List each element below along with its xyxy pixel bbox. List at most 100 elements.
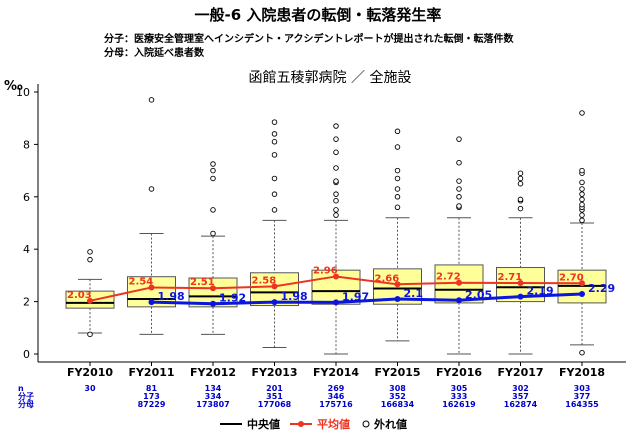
mean-point	[271, 283, 278, 290]
box-FY2015	[373, 128, 422, 342]
blue-series-label: 2.05	[465, 288, 492, 301]
outlier-point	[456, 136, 462, 142]
table-cell: 166834	[381, 400, 415, 409]
legend: 中央値 平均値 外れ値	[220, 417, 407, 431]
outlier-point	[579, 167, 585, 174]
table-cell: 333	[451, 392, 468, 401]
table-cell: 173	[143, 392, 160, 401]
box-plots	[65, 97, 607, 356]
outlier-point	[333, 212, 339, 218]
outlier-point	[210, 161, 216, 167]
outlier-point	[394, 175, 401, 182]
table-cell: 308	[389, 384, 406, 393]
outlier-point	[210, 207, 216, 213]
table-cell: 377	[574, 392, 591, 401]
mean-value-label: 2.70	[559, 272, 584, 283]
outlier-point	[271, 139, 278, 145]
outlier-point	[333, 197, 339, 204]
table-cell: 346	[328, 392, 345, 401]
blue-series-point	[456, 297, 462, 304]
outlier-point	[271, 175, 278, 182]
table-row-label: 分子	[18, 391, 34, 401]
mean-value-label: 2.51	[190, 277, 215, 288]
outlier-point	[579, 212, 585, 218]
mean-point	[394, 281, 401, 288]
legend-label: 外れ値	[373, 417, 407, 431]
outlier-point	[271, 131, 278, 137]
outlier-point	[271, 152, 278, 158]
table-cell: 303	[574, 384, 591, 393]
outlier-point	[456, 194, 462, 200]
table-cell: 175716	[319, 400, 353, 409]
blue-series-point	[333, 299, 339, 306]
y-axis-unit: ‰	[4, 79, 23, 94]
table-row-label: n	[18, 384, 24, 393]
blue-series-point	[148, 299, 155, 306]
outlier-point	[579, 201, 585, 208]
y-tick-label: 6	[23, 191, 30, 204]
outlier-point	[579, 196, 585, 203]
mean-point	[210, 285, 216, 292]
box-FY2018	[557, 110, 607, 356]
chart-title: 函館五稜郭病院 ／ 全施設	[249, 69, 412, 86]
table-cell: 81	[146, 384, 158, 393]
legend-swatch-dot	[298, 421, 304, 427]
outlier-point	[579, 191, 585, 197]
x-tick-label: FY2014	[313, 366, 359, 379]
blue-series-point	[271, 299, 278, 306]
outlier-point	[517, 175, 524, 182]
outlier-point	[579, 110, 585, 116]
mean-value-label: 2.58	[252, 275, 277, 286]
outlier-point	[456, 186, 462, 192]
x-tick-label: FY2015	[374, 366, 420, 379]
table-cell: 87229	[138, 400, 166, 409]
outlier-point	[87, 249, 93, 255]
outlier-point	[333, 149, 339, 156]
axes: 0 2 4 6 8 10 FY2010 FY2011 FY2012 FY2013 FY2014 FY2…	[16, 84, 626, 379]
table-row-label: 分母	[18, 399, 34, 409]
outlier-point	[517, 170, 524, 176]
y-tick-label: 4	[23, 243, 30, 256]
box-FY2014	[311, 123, 361, 355]
table-cell: 351	[266, 392, 283, 401]
box-FY2013	[250, 119, 299, 348]
outlier-point	[210, 230, 216, 237]
outlier-point	[517, 205, 524, 212]
legend-label: 中央値	[247, 417, 280, 431]
table-cell: 334	[205, 392, 222, 401]
outlier-point	[148, 186, 155, 192]
mean-value-label: 2.54	[129, 276, 154, 287]
outlier-point	[333, 136, 339, 142]
numerator-note: 分子：医療安全管理室へインシデント・アクシデントレポートが提出された転倒・転落件…	[104, 32, 514, 45]
mean-point	[148, 284, 155, 291]
outlier-point	[271, 119, 278, 125]
mean-value-label: 2.72	[436, 272, 461, 283]
outlier-point	[579, 349, 585, 356]
table-cell: 305	[451, 384, 468, 393]
x-tick-label: FY2010	[67, 366, 113, 379]
outlier-point	[517, 180, 524, 187]
outlier-point	[333, 191, 339, 197]
blue-series-label: 1.98	[281, 290, 308, 303]
table-cell: 177068	[258, 400, 292, 409]
outlier-point	[333, 178, 339, 184]
x-tick-label: FY2011	[128, 366, 174, 379]
mean-point	[87, 297, 93, 304]
outlier-point	[148, 97, 155, 103]
blue-series-point	[394, 295, 401, 302]
table-cell: 162619	[442, 400, 476, 409]
page-title: 一般-6 入院患者の転倒・転落発生率	[195, 6, 442, 24]
outlier-point	[210, 167, 216, 174]
box-FY2016	[434, 136, 484, 355]
table-cell: 352	[389, 392, 406, 401]
denominator-note: 分母：入院延べ患者数	[104, 46, 205, 59]
x-tick-label: FY2016	[436, 366, 482, 379]
blue-series-point	[579, 291, 585, 298]
outlier-point	[394, 194, 401, 200]
outlier-point	[394, 186, 401, 192]
table-cell: 164355	[565, 400, 599, 409]
outlier-point	[271, 207, 278, 213]
table-cell: 162874	[504, 400, 538, 409]
